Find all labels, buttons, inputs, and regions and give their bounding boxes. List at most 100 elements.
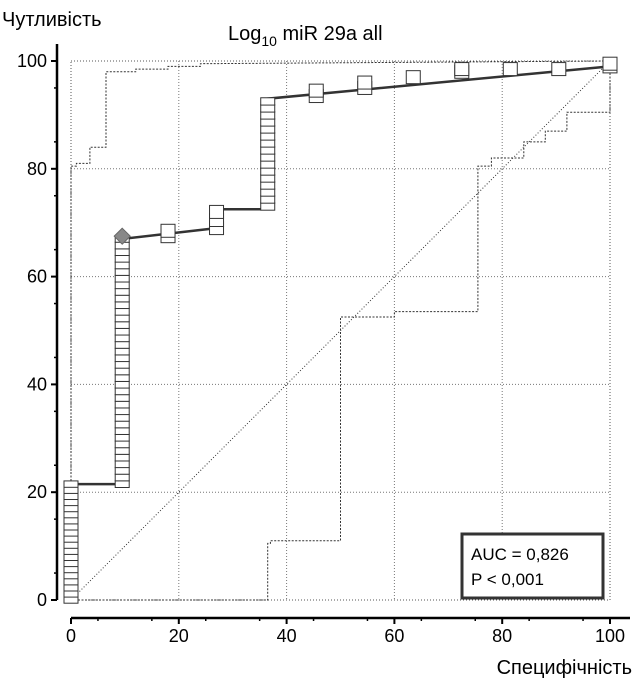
data-point-marker	[260, 167, 276, 176]
x-tick-label: 20	[169, 626, 189, 646]
data-point-marker	[260, 97, 276, 106]
y-axis-label: Чутливість	[2, 9, 102, 31]
y-tick-label: 80	[27, 159, 47, 179]
x-tick-label: 100	[595, 626, 625, 646]
x-tick-label: 40	[277, 626, 297, 646]
data-point-marker	[308, 83, 324, 98]
data-point-marker	[160, 223, 176, 238]
data-point-marker	[63, 596, 79, 604]
data-point-marker	[63, 523, 79, 531]
data-point-marker	[114, 407, 130, 416]
data-point-marker	[114, 453, 130, 462]
data-point-marker	[114, 288, 130, 296]
data-point-marker	[502, 62, 518, 77]
title-prefix: Log	[228, 23, 261, 45]
data-point-marker	[260, 125, 276, 134]
data-point-marker	[114, 427, 130, 435]
x-tick-label: 80	[492, 626, 512, 646]
upper-confidence-bound	[70, 60, 611, 600]
data-point-marker	[209, 204, 225, 219]
data-point-marker	[114, 314, 130, 323]
x-axis-label: Специфічність	[497, 657, 632, 679]
data-point-marker	[114, 447, 130, 455]
data-point-marker	[114, 480, 130, 488]
data-point-marker	[63, 553, 79, 562]
data-point-marker	[114, 394, 130, 402]
data-point-marker	[63, 510, 79, 519]
data-point-marker	[114, 281, 130, 290]
plot-frame	[70, 60, 611, 601]
data-point-marker	[63, 541, 79, 549]
data-point-marker	[260, 174, 276, 183]
data-point-marker	[454, 62, 470, 77]
auc-annotation-box	[460, 532, 605, 600]
data-point-marker	[114, 360, 130, 369]
data-point-marker	[114, 413, 130, 422]
data-point-marker	[260, 202, 276, 211]
data-point-marker	[114, 374, 130, 382]
data-point-marker	[63, 492, 79, 501]
data-point-marker	[114, 268, 130, 276]
data-point-marker	[114, 321, 130, 329]
data-point-marker	[63, 486, 79, 494]
data-point-marker	[63, 590, 79, 598]
data-point-marker	[114, 420, 130, 429]
data-point-marker	[114, 261, 130, 270]
data-point-marker	[260, 139, 276, 148]
data-point-marker	[114, 466, 130, 475]
data-point-marker	[551, 62, 567, 77]
data-point-marker	[63, 529, 79, 537]
data-point-marker	[114, 380, 130, 389]
lower-confidence-bound	[71, 61, 611, 601]
data-point-marker	[260, 111, 276, 120]
data-point-marker	[405, 70, 421, 85]
chart-title: Log10 miR 29a all	[228, 23, 383, 49]
data-point-marker	[260, 104, 276, 113]
data-point-marker	[114, 400, 130, 409]
data-point-marker	[114, 307, 130, 316]
plot-area: 0 20 40 60 80 100 0 20 40 60 80 100 AUC = 0,826 P < 0…	[17, 44, 630, 646]
data-point-marker	[63, 578, 79, 586]
data-point-marker	[63, 559, 79, 568]
data-point-marker	[63, 584, 79, 592]
data-point-marker	[114, 387, 130, 396]
data-point-marker	[63, 504, 79, 513]
data-point-marker	[260, 188, 276, 197]
data-point-marker	[114, 460, 130, 469]
data-point-marker	[63, 480, 79, 488]
data-point-marker	[114, 367, 130, 376]
title-suffix: miR 29a all	[277, 23, 383, 45]
data-point-marker	[260, 160, 276, 169]
data-point-marker	[357, 75, 373, 90]
y-tick-label: 40	[27, 374, 47, 394]
data-point-marker	[260, 153, 276, 162]
p-value-text: P < 0,001	[471, 570, 544, 589]
data-point-marker	[114, 327, 130, 336]
data-point-marker	[260, 181, 276, 190]
title-subscript: 10	[261, 33, 277, 49]
data-point-marker	[63, 547, 79, 555]
y-tick-label: 0	[37, 590, 47, 610]
y-tick-label: 100	[17, 51, 47, 71]
data-point-marker	[114, 301, 130, 310]
data-point-marker	[602, 56, 618, 71]
data-point-marker	[114, 433, 130, 442]
auc-text: AUC = 0,826	[471, 545, 569, 564]
x-tick-label: 0	[66, 626, 76, 646]
data-point-marker	[114, 274, 130, 283]
y-tick-label: 60	[27, 267, 47, 287]
data-point-marker	[114, 341, 130, 349]
y-tick-label: 20	[27, 482, 47, 502]
data-point-marker	[260, 146, 276, 155]
data-point-marker	[114, 248, 130, 257]
data-point-marker	[114, 354, 130, 363]
data-point-marker	[260, 118, 276, 127]
data-point-marker	[114, 294, 130, 303]
data-point-marker	[63, 535, 79, 543]
optimal-cutoff-point	[113, 227, 131, 245]
data-point-marker	[63, 498, 79, 507]
data-point-marker	[114, 254, 130, 263]
data-point-marker	[114, 347, 130, 356]
x-tick-label: 60	[384, 626, 404, 646]
